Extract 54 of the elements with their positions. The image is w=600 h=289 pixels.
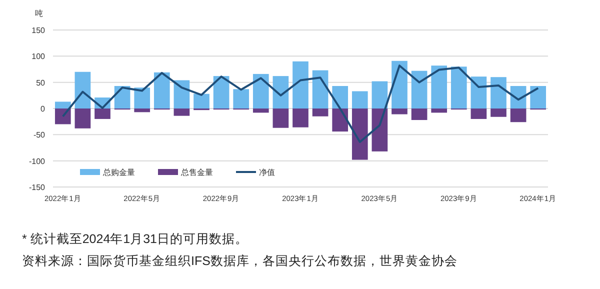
y-tick-label: 150 bbox=[32, 26, 46, 35]
text: 资料来源：国际货币基金组织IFS数据库，各国央行公布数据，世界黄金协会 bbox=[22, 254, 458, 268]
y-tick-label: -150 bbox=[28, 183, 46, 192]
bar bbox=[450, 66, 467, 108]
legend-label: 总购金量 bbox=[102, 168, 135, 177]
bar bbox=[252, 74, 269, 108]
bar bbox=[352, 108, 368, 160]
bar bbox=[372, 108, 388, 152]
bar bbox=[490, 108, 506, 117]
bar bbox=[74, 108, 91, 128]
y-tick-label: -100 bbox=[28, 156, 46, 166]
y-axis-title: 吨 bbox=[35, 9, 43, 18]
bar bbox=[174, 108, 190, 116]
bar bbox=[352, 91, 368, 108]
bar bbox=[392, 108, 408, 114]
bar bbox=[431, 108, 448, 113]
bar bbox=[134, 108, 150, 112]
bar bbox=[272, 76, 289, 108]
bar bbox=[272, 108, 289, 128]
bar bbox=[292, 61, 308, 108]
bar bbox=[490, 77, 506, 108]
bar bbox=[411, 108, 428, 120]
bar bbox=[431, 66, 448, 108]
bar bbox=[470, 108, 487, 119]
line-series bbox=[62, 64, 540, 143]
bar bbox=[213, 76, 230, 108]
y-tick-label: 100 bbox=[32, 52, 46, 62]
bar bbox=[54, 102, 71, 108]
y-tick-label: 50 bbox=[36, 78, 46, 88]
bar bbox=[411, 70, 428, 108]
bar bbox=[174, 80, 190, 108]
bar bbox=[332, 108, 348, 132]
bar bbox=[154, 72, 170, 108]
bar bbox=[312, 70, 328, 108]
bar bbox=[510, 108, 526, 122]
bar bbox=[74, 72, 91, 108]
bar bbox=[54, 108, 71, 124]
legend-label: 净值 bbox=[259, 168, 275, 177]
legend-label: 总售金量 bbox=[180, 168, 213, 177]
text: * 统计截至2024年1月31日的可用数据。 bbox=[22, 232, 248, 246]
bar bbox=[332, 86, 348, 108]
bar bbox=[470, 76, 487, 108]
bar bbox=[233, 89, 250, 108]
bar bbox=[530, 86, 546, 108]
bar bbox=[194, 94, 210, 108]
bar bbox=[392, 60, 408, 108]
bar bbox=[372, 81, 388, 108]
y-tick-label: 0 bbox=[40, 104, 46, 114]
bar bbox=[292, 108, 308, 128]
y-tick-label: -50 bbox=[33, 130, 46, 140]
bar bbox=[134, 88, 150, 108]
bar bbox=[94, 108, 110, 119]
bar bbox=[312, 108, 328, 116]
bar bbox=[252, 108, 269, 113]
